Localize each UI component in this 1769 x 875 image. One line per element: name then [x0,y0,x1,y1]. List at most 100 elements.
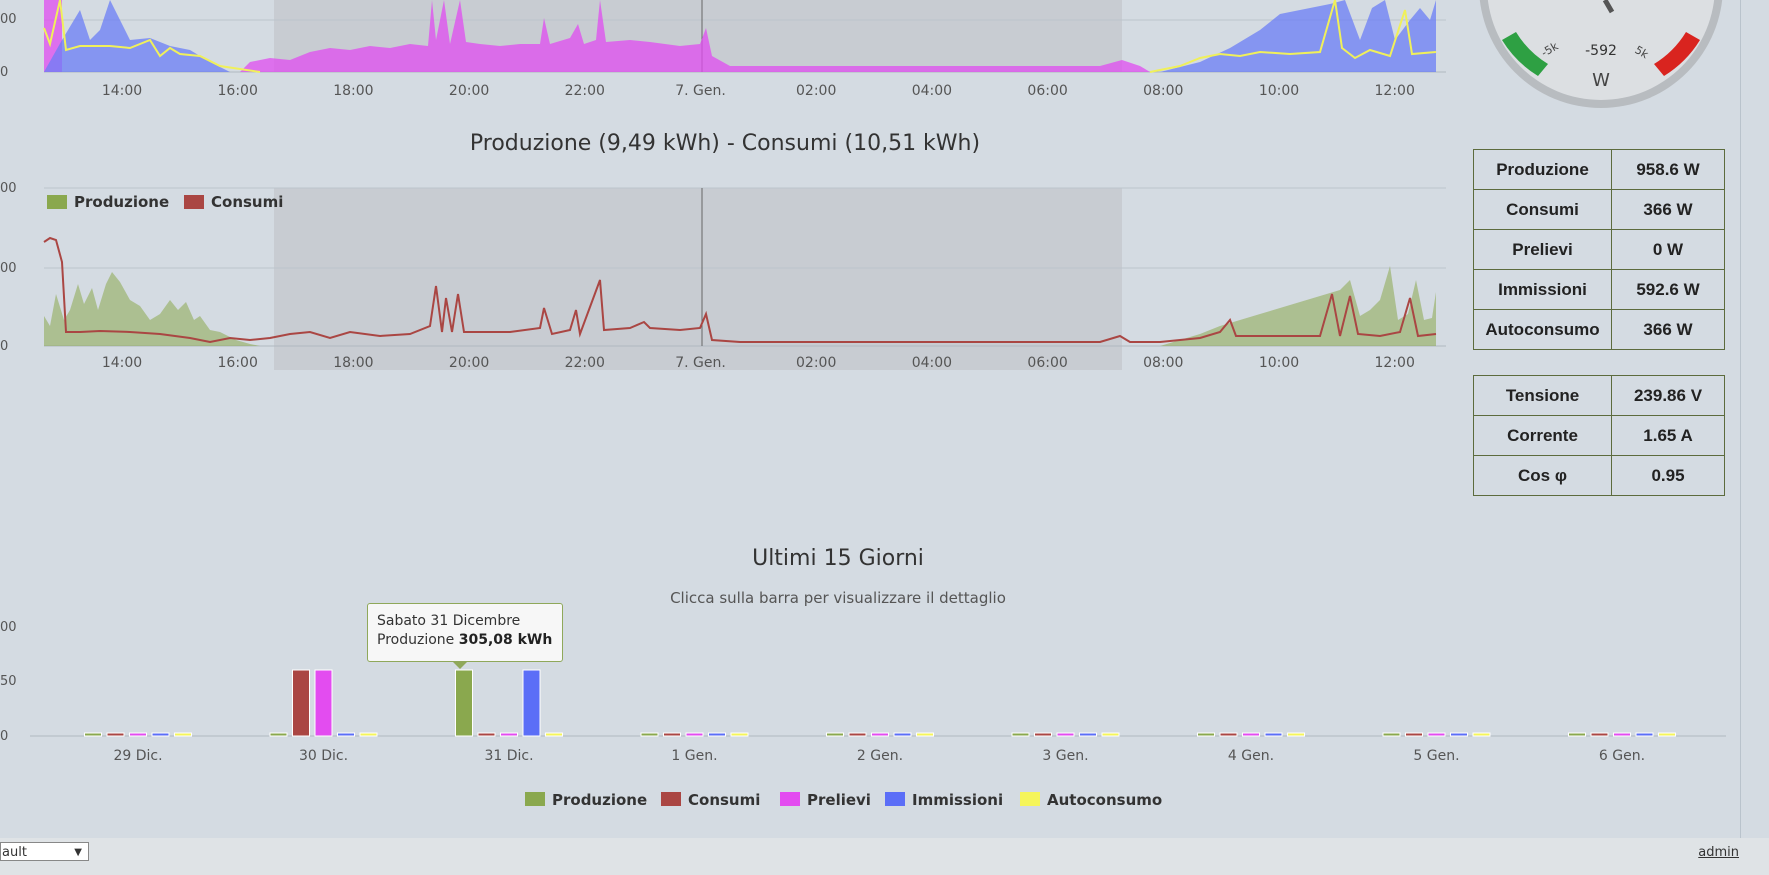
bar-autoconsumo[interactable] [174,732,192,737]
bar-autoconsumo[interactable] [1472,732,1491,737]
x-tick-label: 04:00 [912,83,952,99]
bar-autoconsumo[interactable] [1287,732,1305,737]
gauge-red-band [1654,32,1700,76]
legend-label: Consumi [211,193,283,211]
bar-autoconsumo[interactable] [545,732,563,737]
bar-autoconsumo[interactable] [730,732,749,737]
bar-autoconsumo[interactable] [359,732,378,737]
bar-prelievi[interactable] [500,732,518,737]
bar-consumi[interactable] [106,732,125,737]
theme-select[interactable]: ault ▼ [0,842,89,861]
bar-immissioni[interactable] [893,732,912,737]
bar-autoconsumo[interactable] [916,732,934,737]
bar-consumi[interactable] [1034,732,1052,737]
bar-immissioni[interactable] [1635,732,1654,737]
bar-autoconsumo[interactable] [1101,732,1120,737]
bar-immissioni[interactable] [522,669,541,737]
x-tick-label: 16:00 [218,355,258,370]
legend-item-consumi[interactable]: Consumi [661,791,760,809]
legend-item-immissioni[interactable]: Immissioni [885,791,1003,809]
bar-immissioni[interactable] [708,732,726,737]
x-tick-label: 6 Gen. [1599,748,1645,764]
legend-label: Immissioni [912,791,1003,809]
bar-consumi[interactable] [1405,732,1423,737]
bar-immissioni[interactable] [1264,732,1283,737]
bar-produzione[interactable] [1568,732,1586,737]
legend-item-autoconsumo[interactable]: Autoconsumo [1020,791,1162,809]
legend-item-produzione[interactable]: Produzione [525,791,647,809]
x-tick-label: 16:00 [218,83,258,99]
legend-swatch [184,195,204,209]
bar-immissioni[interactable] [151,732,170,737]
bar-produzione[interactable] [1011,732,1030,737]
x-axis-ticks: 14:00 16:00 18:00 20:00 22:00 7. Gen. 02:00 04:… [102,83,1415,99]
legend-item-prelievi[interactable]: Prelievi [780,791,871,809]
bar-prelievi[interactable] [314,669,333,737]
x-tick-label: 04:00 [912,355,952,370]
produzione-area-right [1160,266,1436,346]
power-stat-row: Prelievi 0 W [1473,229,1725,270]
bar-prelievi[interactable] [129,732,147,737]
prelievi-area [240,0,1150,72]
y-tick: 0 [0,65,8,80]
night-band [274,188,1122,370]
bar-produzione[interactable] [455,669,473,737]
stat-value: 0.95 [1611,455,1725,496]
legend-item-produzione[interactable]: Produzione [47,193,169,211]
gauge-needle [1602,0,1615,14]
x-tick-label: 02:00 [796,355,836,370]
tooltip-value: 305,08 kWh [458,632,553,648]
bar-immissioni[interactable] [337,732,355,737]
bar-prelievi[interactable] [1242,732,1260,737]
x-tick-label: 22:00 [565,83,605,99]
grid-stat-row: Tensione 239.86 V [1473,375,1725,416]
bar-consumi[interactable] [848,732,867,737]
footer-bar [0,838,1769,875]
energy-chart: 00 00 0 14:00 16:00 18:00 20:00 22:00 7. Gen.… [0,181,1446,370]
legend-swatch [1020,792,1040,806]
x-tick-label: 31 Dic. [484,748,533,764]
bar-produzione[interactable] [84,732,102,737]
y-tick: 0 [0,339,8,354]
bar-produzione[interactable] [1382,732,1401,737]
legend-item-consumi[interactable]: Consumi [184,193,283,211]
power-gauge: -5k 5k -592 W [1479,0,1723,108]
tooltip-date: Sabato 31 Dicembre [377,613,521,629]
bar-produzione[interactable] [1197,732,1215,737]
legend-label: Consumi [688,791,760,809]
bar-prelievi[interactable] [1427,732,1446,737]
bar-autoconsumo[interactable] [1658,732,1676,737]
immissioni-area-right [1160,0,1436,72]
bar-produzione[interactable] [640,732,659,737]
bar-produzione[interactable] [826,732,844,737]
y-tick: 00 [0,261,17,276]
bar-prelievi[interactable] [1613,732,1631,737]
tooltip-series: Produzione [377,632,455,648]
stat-label: Produzione [1473,149,1612,190]
tooltip-value-row: Produzione 305,08 kWh [377,631,562,650]
autoconsumo-line-right [1149,0,1437,73]
bar-prelievi[interactable] [1056,732,1075,737]
bar-immissioni[interactable] [1079,732,1097,737]
x-tick-label: 02:00 [796,83,836,99]
bar-produzione[interactable] [269,732,288,737]
y-tick: 0 [0,729,8,744]
energy-chart-title: Produzione (9,49 kWh) - Consumi (10,51 k… [469,131,981,156]
gauge-green-band [1502,32,1548,76]
stat-value: 958.6 W [1611,149,1725,190]
consumi-line [43,236,1437,344]
admin-link[interactable]: admin [1698,845,1739,860]
bar-prelievi[interactable] [871,732,889,737]
bar-consumi[interactable] [1590,732,1609,737]
bar-immissioni[interactable] [1450,732,1468,737]
power-stat-row: Produzione 958.6 W [1473,149,1725,190]
x-tick-label: 14:00 [102,83,142,99]
bar-consumi[interactable] [1219,732,1238,737]
bar-prelievi[interactable] [685,732,704,737]
bar-consumi[interactable] [663,732,681,737]
bar-consumi[interactable] [477,732,496,737]
x-tick-label: 5 Gen. [1413,748,1459,764]
x-tick-label: 06:00 [1027,355,1067,370]
bar-consumi[interactable] [292,669,310,737]
x-tick-label: 18:00 [333,83,373,99]
